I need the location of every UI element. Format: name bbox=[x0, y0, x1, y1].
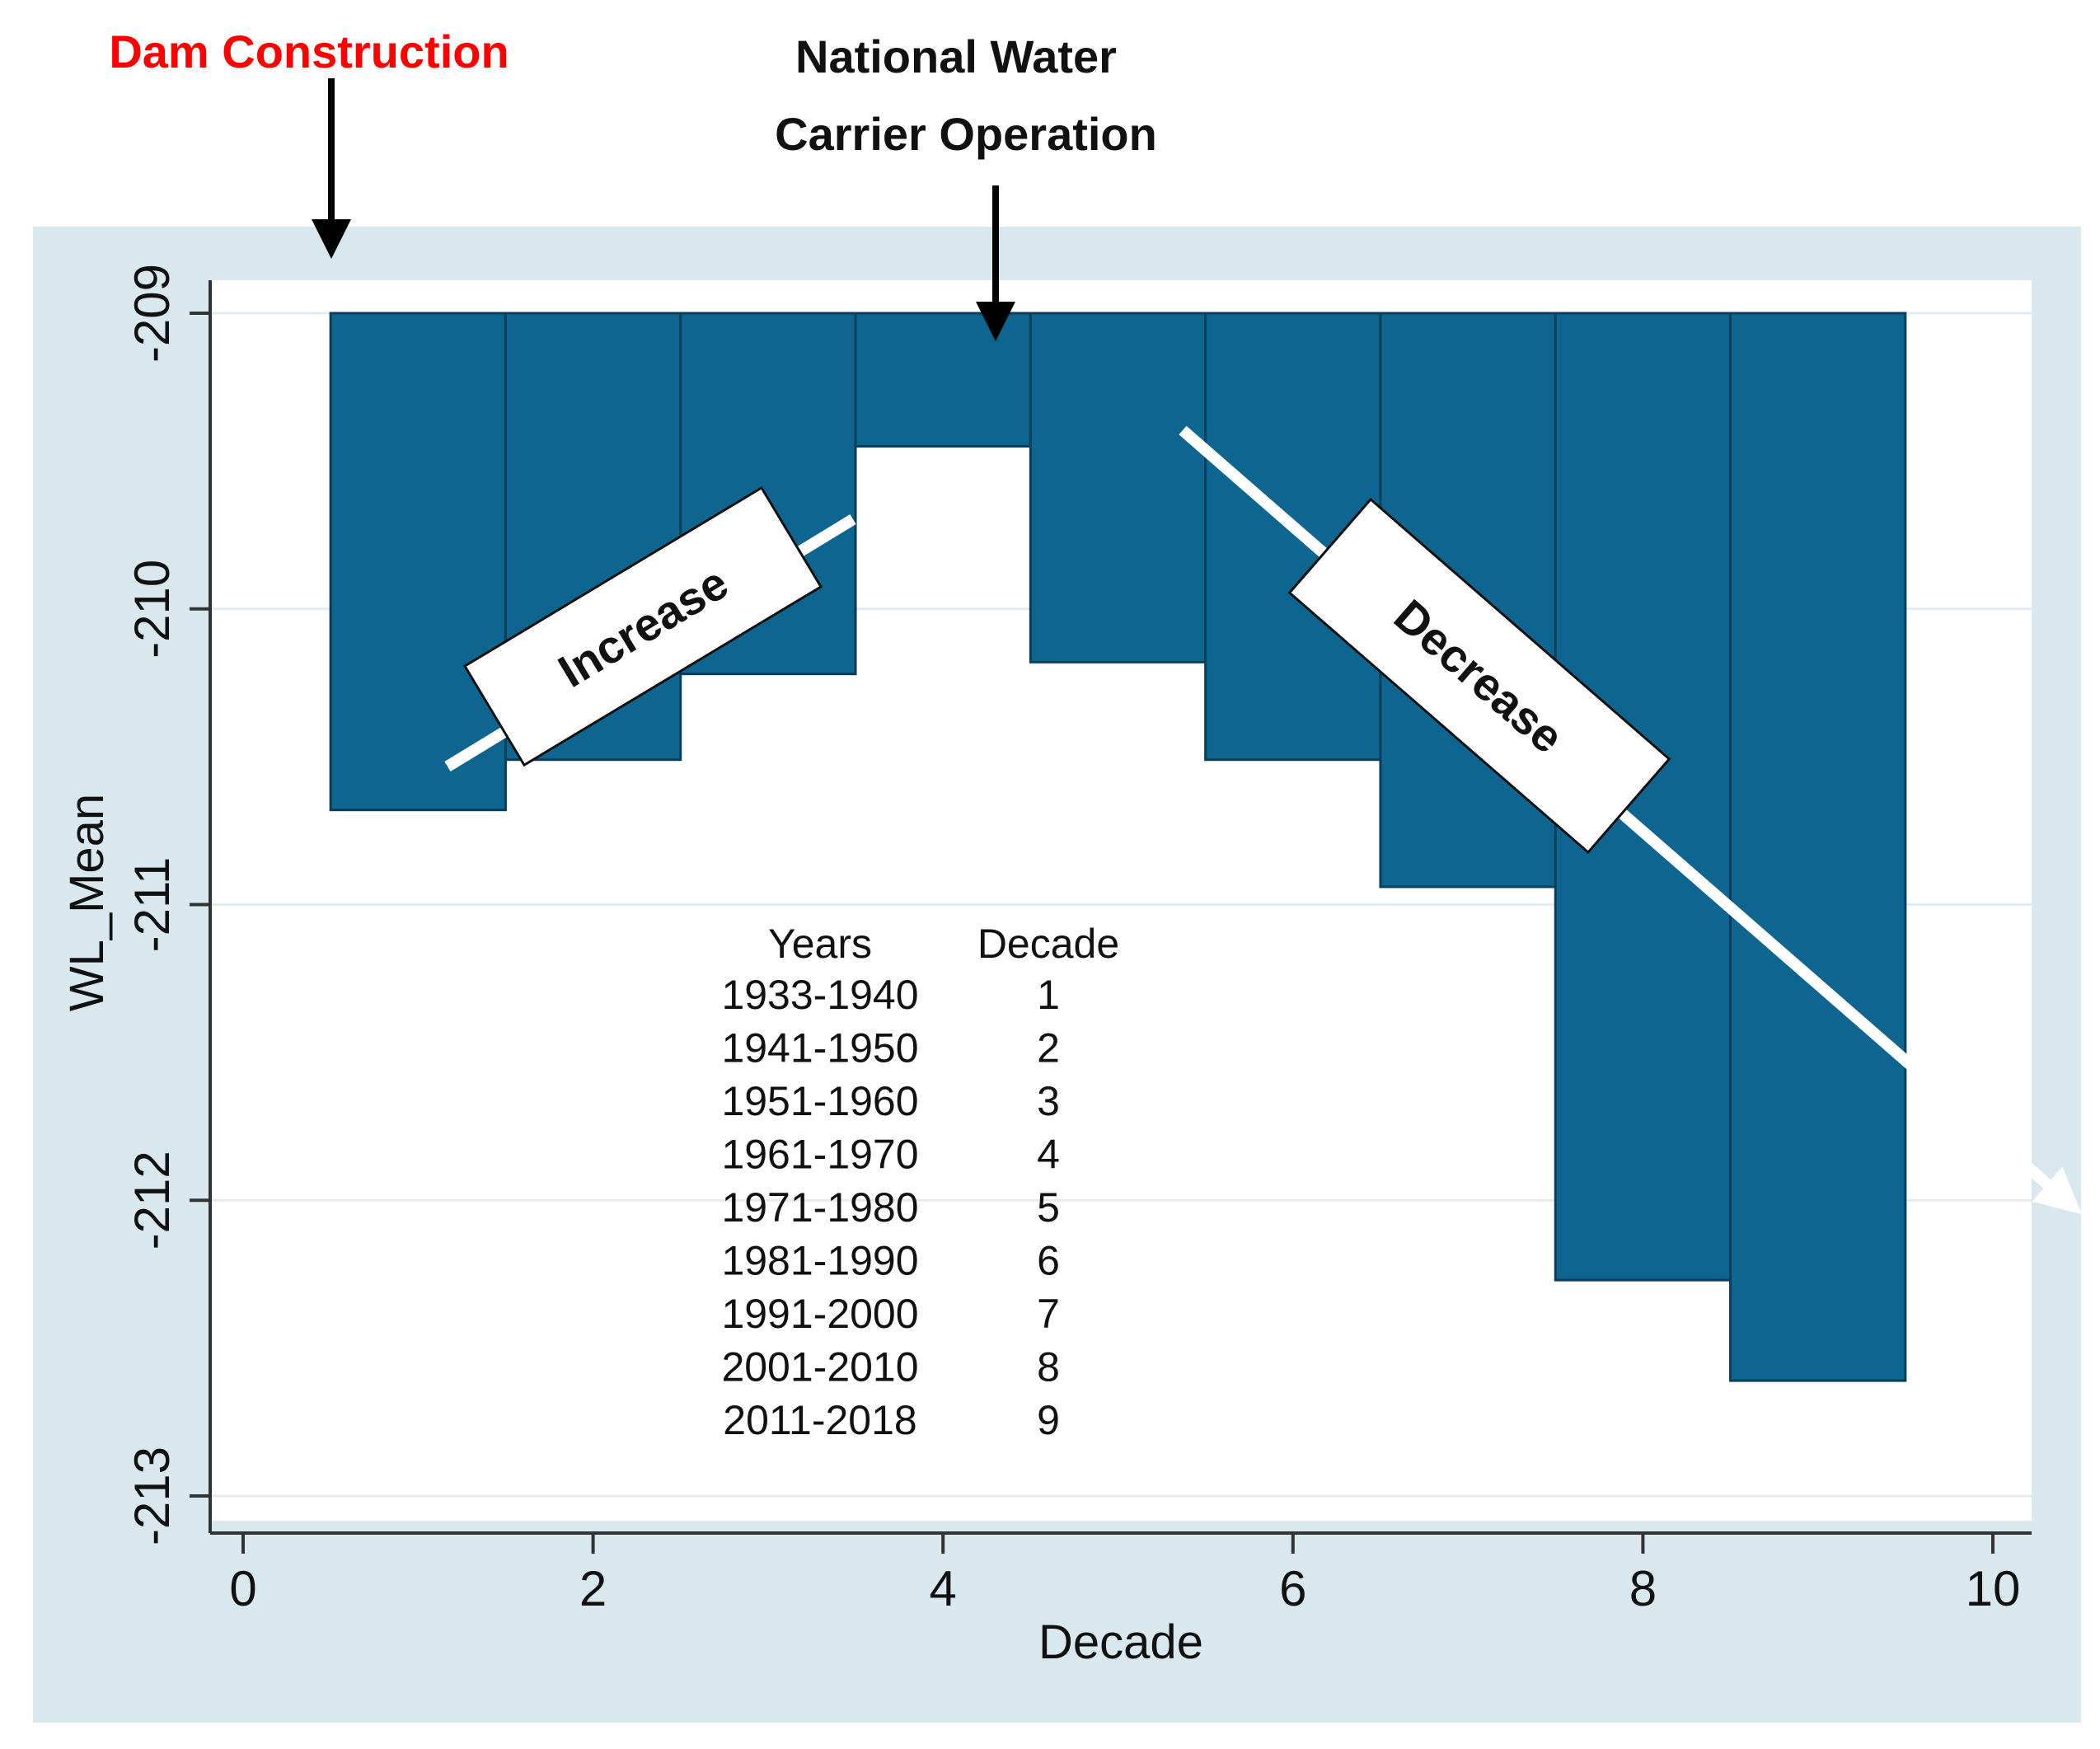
bars bbox=[329, 312, 1907, 1382]
table-cell-years: 1971-1980 bbox=[721, 1184, 918, 1231]
x-tick-label: 10 bbox=[1966, 1561, 2021, 1616]
table-cell-decade: 8 bbox=[1037, 1344, 1060, 1390]
table-header-years: Years bbox=[768, 921, 872, 967]
y-tick-label: -212 bbox=[124, 1151, 180, 1250]
table-cell-years: 2011-2018 bbox=[723, 1397, 916, 1443]
decrease-label-box bbox=[1287, 497, 1671, 855]
table-cell-decade: 5 bbox=[1037, 1184, 1060, 1231]
increase-label-box bbox=[462, 485, 823, 767]
dam-construction-annotation: Dam Construction bbox=[109, 26, 509, 77]
national-water-annotation-line1: National Water bbox=[795, 30, 1117, 82]
y-axis-ticks: -209 -210 -211 -212 -213 bbox=[124, 264, 210, 1545]
table-cell-years: 1981-1990 bbox=[721, 1238, 918, 1284]
table-cell-decade: 4 bbox=[1037, 1132, 1060, 1178]
x-tick-label: 0 bbox=[229, 1561, 256, 1616]
x-tick-label: 2 bbox=[579, 1561, 607, 1616]
table-cell-decade: 6 bbox=[1037, 1238, 1060, 1284]
y-tick-label: -210 bbox=[124, 560, 180, 659]
table-cell-decade: 3 bbox=[1037, 1078, 1060, 1124]
national-water-annotation-line2: Carrier Operation bbox=[775, 108, 1157, 160]
table-cell-years: 1961-1970 bbox=[721, 1132, 918, 1178]
x-axis-ticks: 0 2 4 6 8 10 bbox=[229, 1533, 2020, 1616]
bar bbox=[1029, 312, 1207, 663]
y-tick-label: -213 bbox=[124, 1447, 180, 1545]
x-tick-label: 6 bbox=[1279, 1561, 1306, 1616]
table-cell-decade: 9 bbox=[1037, 1397, 1060, 1443]
table-header-decade: Decade bbox=[977, 921, 1119, 967]
y-axis-title: WL_Mean bbox=[60, 794, 114, 1011]
bar bbox=[329, 312, 507, 812]
table-rows: 1933-1940 1 1941-1950 2 1951-1960 3 1961-1970 4… bbox=[721, 972, 1059, 1443]
table-cell-decade: 1 bbox=[1037, 972, 1060, 1018]
table-cell-years: 1941-1950 bbox=[721, 1025, 918, 1071]
table-cell-years: 1991-2000 bbox=[721, 1291, 918, 1337]
table-cell-years: 1951-1960 bbox=[721, 1078, 918, 1124]
bar bbox=[1729, 312, 1907, 1382]
x-axis-title: Decade bbox=[1038, 1615, 1203, 1669]
years-decade-table: Years Decade 1933-1940 1 1941-1950 2 1951-19… bbox=[721, 921, 1119, 1443]
table-cell-decade: 7 bbox=[1037, 1291, 1060, 1337]
bar bbox=[854, 312, 1032, 448]
table-cell-years: 2001-2010 bbox=[721, 1344, 918, 1390]
y-tick-label: -209 bbox=[124, 264, 180, 363]
table-cell-years: 1933-1940 bbox=[721, 972, 918, 1018]
x-tick-label: 8 bbox=[1629, 1561, 1657, 1616]
table-cell-decade: 2 bbox=[1037, 1025, 1060, 1071]
y-tick-label: -211 bbox=[124, 857, 180, 953]
x-tick-label: 4 bbox=[930, 1561, 957, 1616]
